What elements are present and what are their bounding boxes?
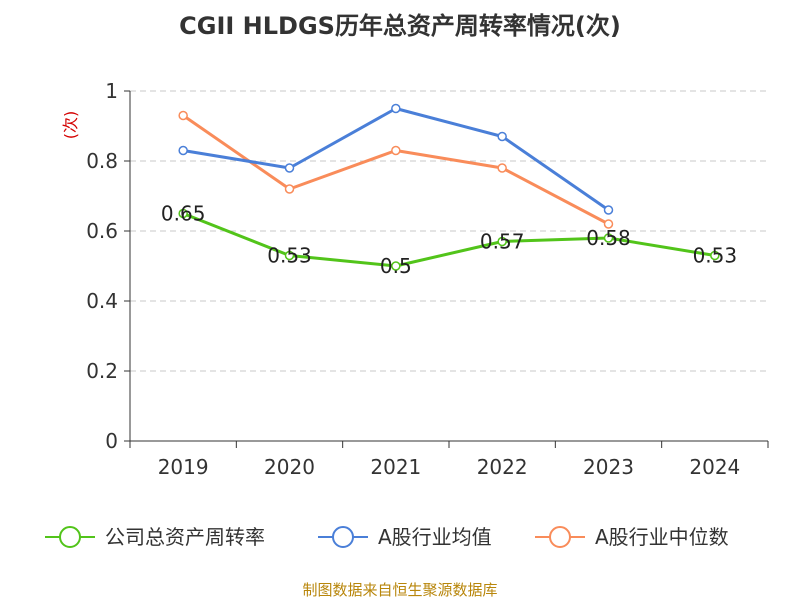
chart-title: CGII HLDGS历年总资产周转率情况(次) [179, 12, 621, 40]
grid-lines [130, 90, 768, 372]
series-line [182, 114, 610, 226]
data-label: 0.5 [380, 254, 412, 278]
x-tick-label: 2020 [264, 455, 315, 479]
data-point [178, 208, 188, 219]
legend-marker [59, 526, 81, 548]
series-line [182, 212, 716, 268]
legend-marker [332, 526, 354, 548]
data-point [284, 184, 295, 194]
data-labels: 0.65 0.53 0.5 0.57 0.58 0.53 [161, 202, 737, 279]
data-point [284, 163, 295, 173]
data-point [391, 103, 401, 114]
series-layer [178, 103, 720, 271]
x-tick-label: 2022 [477, 455, 528, 479]
y-tick-label: 0 [105, 429, 118, 453]
y-tick-label: 0.2 [86, 359, 118, 383]
legend-marker [549, 526, 571, 548]
data-point [603, 219, 614, 229]
data-point [497, 131, 507, 142]
y-tick-label: 1 [105, 79, 118, 103]
legend-label: A股行业中位数 [595, 525, 729, 549]
data-label: 0.65 [161, 202, 206, 226]
data-point [710, 250, 720, 261]
data-point [603, 205, 614, 215]
data-point [497, 163, 507, 173]
axes: 0 0.2 0.4 0.6 0.8 1 2019 2020 2021 2022 2023 2024 [86, 79, 769, 479]
legend-label: 公司总资产周转率 [105, 525, 265, 549]
y-tick-label: 0.4 [86, 289, 118, 313]
data-point [497, 236, 507, 247]
y-tick-label: 0.6 [86, 219, 118, 243]
x-tick-label: 2024 [689, 455, 740, 479]
data-label: 0.58 [586, 226, 631, 250]
x-tick-label: 2019 [158, 455, 209, 479]
data-point [284, 250, 295, 261]
y-axis-label: (次) [61, 111, 80, 140]
source-note: 制图数据来自恒生聚源数据库 [302, 581, 497, 599]
x-tick-label: 2021 [370, 455, 421, 479]
data-label: 0.57 [480, 230, 525, 254]
data-point [178, 110, 188, 121]
data-point [603, 233, 614, 243]
x-tick-label: 2023 [583, 455, 634, 479]
data-point [178, 145, 188, 156]
legend-label: A股行业均值 [378, 525, 492, 549]
data-label: 0.53 [693, 244, 738, 268]
legend: 公司总资产周转率 A股行业均值 A股行业中位数 [45, 525, 729, 549]
data-point [391, 145, 401, 156]
data-label: 0.53 [267, 244, 312, 268]
y-tick-label: 0.8 [86, 149, 118, 173]
data-point [391, 261, 401, 271]
